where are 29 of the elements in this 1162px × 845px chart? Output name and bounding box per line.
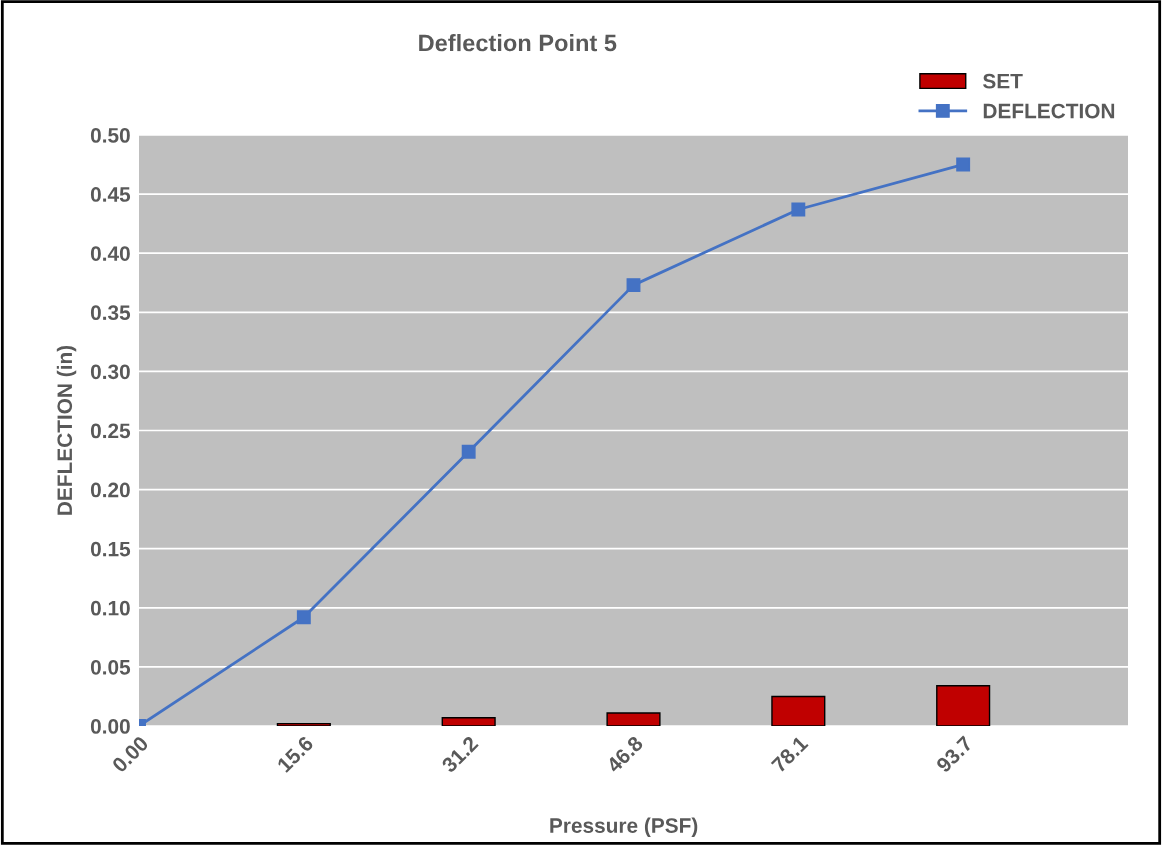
x-tick-label: 31.2 bbox=[440, 735, 479, 774]
y-axis-title: DEFLECTION (in) bbox=[56, 345, 77, 515]
x-tick-label: 78.1 bbox=[770, 735, 809, 774]
y-tick-label: 0.20 bbox=[90, 482, 130, 498]
point bbox=[461, 444, 476, 459]
legend-label: DEFLECTION bbox=[983, 103, 1115, 119]
bar bbox=[276, 722, 331, 726]
bar bbox=[606, 712, 661, 726]
bar bbox=[441, 717, 496, 726]
point bbox=[296, 610, 311, 625]
point bbox=[791, 202, 806, 217]
y-tick-label: 0.00 bbox=[90, 719, 130, 734]
y-tick-label: 0.40 bbox=[90, 246, 130, 261]
bar bbox=[771, 695, 826, 726]
y-tick-label: 0.25 bbox=[90, 423, 131, 439]
bar bbox=[936, 685, 991, 726]
y-tick-label: 0.50 bbox=[90, 128, 130, 143]
y-tick-label: 0.05 bbox=[90, 659, 131, 675]
chart-title: Deflection Point 5 bbox=[419, 34, 617, 52]
point bbox=[626, 278, 641, 293]
y-tick-label: 0.45 bbox=[90, 187, 131, 202]
x-tick-label: 46.8 bbox=[605, 735, 644, 774]
point bbox=[956, 157, 971, 172]
y-tick-label: 0.35 bbox=[90, 305, 131, 321]
y-tick-label: 0.30 bbox=[90, 364, 130, 380]
y-tick-label: 0.10 bbox=[90, 600, 130, 616]
x-axis-title: Pressure (PSF) bbox=[550, 817, 698, 838]
legend-label: SET bbox=[983, 73, 1023, 89]
y-tick-label: 0.15 bbox=[90, 541, 131, 557]
